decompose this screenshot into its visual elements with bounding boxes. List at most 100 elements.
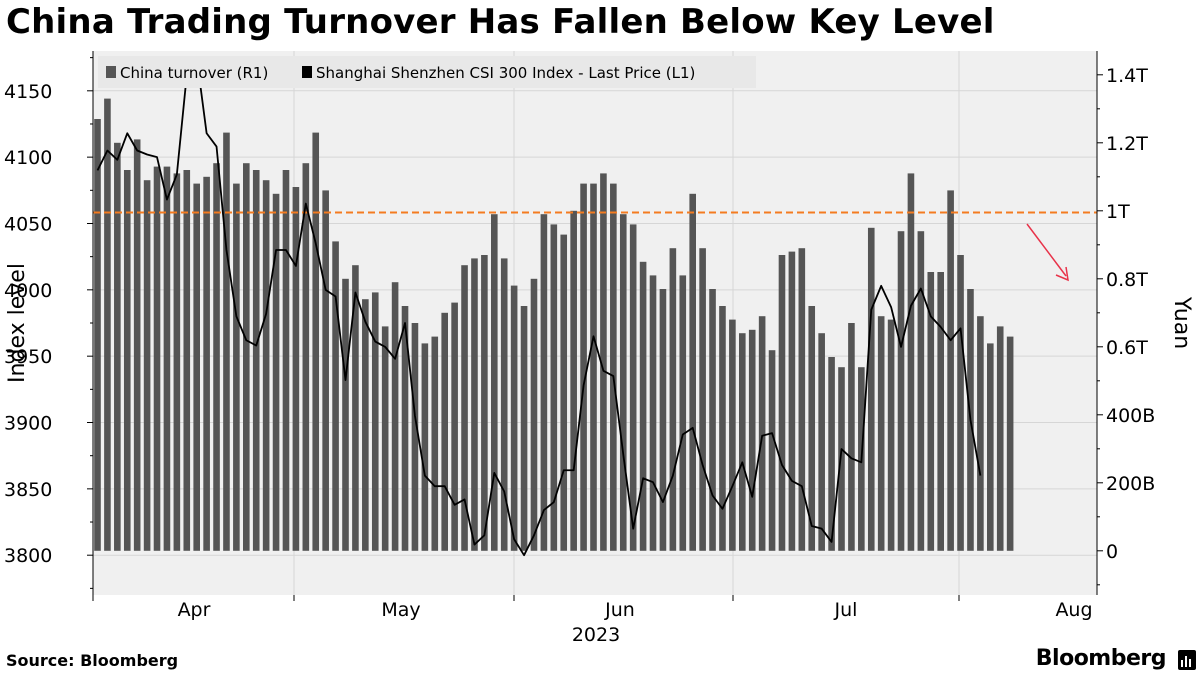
turnover-bars — [94, 98, 1014, 551]
turnover-bar — [431, 336, 439, 551]
turnover-bar — [610, 183, 617, 551]
left-tick-label: 4000 — [4, 280, 52, 302]
turnover-bar — [451, 302, 458, 551]
right-tick-label: 1.2T — [1106, 133, 1148, 155]
right-tick-label: 0 — [1106, 541, 1118, 563]
turnover-bar — [173, 173, 181, 551]
turnover-bar — [143, 180, 151, 551]
turnover-bar — [907, 173, 915, 551]
turnover-bar — [957, 255, 964, 551]
turnover-bar — [243, 163, 250, 551]
turnover-bar — [381, 326, 389, 551]
turnover-bar — [500, 258, 508, 551]
turnover-bar — [828, 357, 835, 551]
turnover-bar — [411, 323, 419, 551]
turnover-bar — [977, 316, 984, 551]
turnover-bar — [580, 183, 587, 551]
turnover-bar — [649, 275, 657, 551]
turnover-bar — [401, 306, 409, 551]
turnover-bar — [481, 255, 488, 551]
turnover-bar — [739, 333, 746, 551]
turnover-bar — [371, 292, 379, 551]
turnover-bar — [987, 343, 994, 551]
turnover-bar — [362, 299, 369, 551]
right-tick-label: 1.4T — [1106, 65, 1148, 87]
turnover-bar — [203, 176, 210, 551]
x-tick-label: Apr — [178, 599, 211, 621]
turnover-bar — [719, 306, 726, 551]
legend-swatch-index — [302, 66, 312, 78]
turnover-bar — [709, 289, 716, 551]
turnover-bar — [262, 180, 270, 551]
turnover-bar — [699, 248, 706, 551]
turnover-bar — [104, 98, 111, 551]
left-tick-label: 3800 — [4, 545, 52, 567]
turnover-bar — [679, 275, 687, 551]
left-tick-label: 4150 — [4, 81, 52, 103]
turnover-bar — [659, 289, 667, 551]
turnover-bar — [848, 323, 855, 551]
turnover-bar — [282, 170, 290, 551]
chart-title: China Trading Turnover Has Fallen Below … — [6, 2, 995, 42]
source-note: Source: Bloomberg — [6, 651, 179, 670]
turnover-bar — [590, 183, 597, 551]
turnover-bar — [223, 132, 230, 551]
turnover-bar — [421, 343, 429, 551]
turnover-bar — [193, 183, 200, 551]
turnover-bar — [689, 193, 696, 551]
right-tick-label: 0.6T — [1106, 337, 1148, 359]
turnover-bar — [461, 265, 468, 551]
x-tick-label: Aug — [1055, 599, 1092, 621]
turnover-bar — [788, 251, 796, 551]
turnover-bar — [123, 170, 131, 551]
turnover-bar — [1006, 336, 1014, 551]
x-axis-ticks: Apr May Jun Jul Aug — [92, 595, 1093, 621]
turnover-bar — [94, 119, 101, 551]
turnover-bar — [510, 285, 518, 551]
left-tick-label: 3950 — [4, 346, 52, 368]
turnover-bar — [758, 316, 766, 551]
turnover-bar — [570, 210, 577, 551]
turnover-bar — [550, 224, 558, 551]
turnover-bar — [947, 190, 954, 551]
turnover-bar — [897, 231, 905, 551]
turnover-bar — [996, 326, 1004, 551]
turnover-bar — [778, 255, 786, 551]
bloomberg-logo: Bloomberg — [1035, 646, 1167, 671]
turnover-bar — [213, 163, 220, 551]
right-tick-label: 0.8T — [1106, 269, 1148, 291]
turnover-bar — [292, 187, 300, 551]
left-tick-label: 4100 — [4, 147, 52, 169]
turnover-bar — [748, 329, 756, 551]
turnover-bar — [520, 306, 528, 551]
turnover-bar — [322, 190, 329, 551]
turnover-bar — [312, 132, 320, 551]
turnover-bar — [887, 319, 895, 551]
turnover-bar — [441, 312, 448, 551]
turnover-bar — [342, 278, 349, 551]
turnover-bar — [768, 350, 776, 551]
turnover-bar — [153, 166, 161, 551]
turnover-bar — [302, 163, 310, 551]
turnover-bar — [639, 261, 647, 551]
turnover-bar — [491, 214, 498, 551]
turnover-bar — [183, 170, 191, 551]
index-line — [96, 56, 982, 557]
turnover-bar — [917, 231, 925, 551]
turnover-bar — [867, 227, 875, 551]
turnover-bar — [838, 367, 845, 551]
turnover-bar — [530, 278, 538, 551]
right-axis-label: Yuan — [1169, 296, 1194, 349]
turnover-bar — [877, 316, 885, 551]
legend-label-index: Shanghai Shenzhen CSI 300 Index - Last P… — [316, 64, 695, 82]
turnover-bar — [629, 224, 637, 551]
turnover-bar — [808, 306, 816, 551]
turnover-bar — [927, 272, 935, 551]
legend-swatch-turnover — [106, 66, 116, 78]
x-tick-label: Jul — [834, 599, 858, 621]
turnover-bar — [818, 333, 825, 551]
csi300-line — [96, 56, 982, 557]
left-tick-label: 4050 — [4, 213, 52, 235]
turnover-bar — [729, 319, 736, 551]
right-tick-label: 1T — [1106, 201, 1130, 223]
